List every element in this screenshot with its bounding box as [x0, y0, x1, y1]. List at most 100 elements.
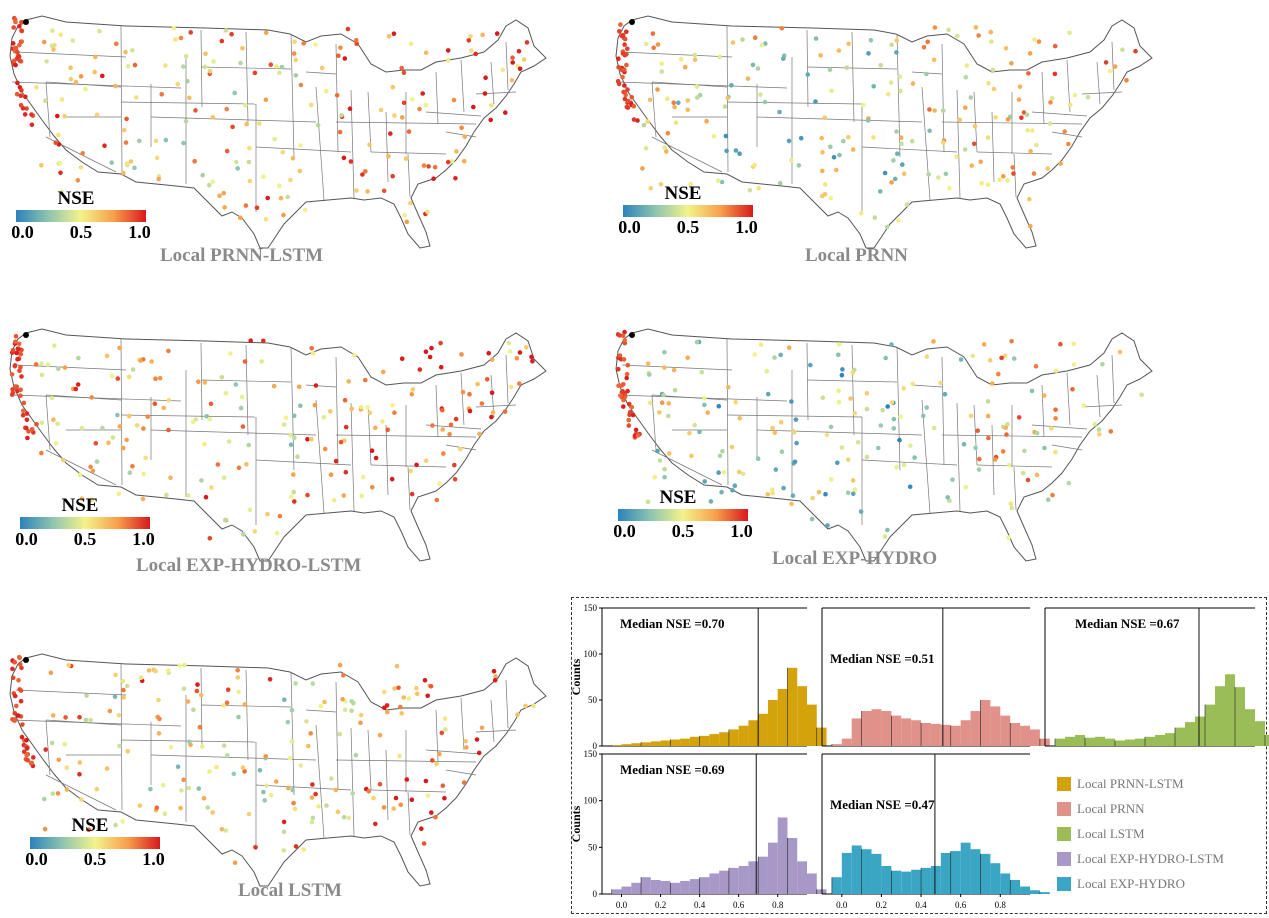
gauge-site-point — [1071, 341, 1076, 347]
gauge-site-point — [740, 37, 745, 42]
state-border — [335, 434, 477, 438]
us-map-svg — [615, 15, 1153, 249]
gauge-site-point — [473, 51, 479, 57]
gauge-site-point — [427, 354, 433, 360]
histogram-bar — [611, 889, 622, 894]
nse-tick: 0.0 — [15, 529, 38, 549]
gauge-site-point — [1033, 364, 1039, 369]
state-border — [370, 151, 447, 155]
gauge-site-point — [247, 507, 253, 513]
gauge-site-point — [381, 188, 387, 194]
state-border — [1081, 91, 1123, 95]
gauge-site-point — [124, 437, 129, 443]
histogram-local-exp-hydro-lstm: Median NSE =0.69 0 50 100 150 Counts 0.0 0.2 0.4… — [569, 748, 827, 916]
gauge-site-point — [203, 494, 209, 500]
gauge-site-point — [925, 39, 930, 45]
histogram-bar — [1225, 674, 1235, 746]
nse-colorbar: NSE 0.0 0.5 1.0 — [25, 815, 165, 871]
gauge-site-point — [333, 787, 339, 793]
gauge-site-point — [207, 536, 213, 541]
y-tick-label: 50 — [588, 695, 598, 705]
gauge-site-point — [1005, 421, 1010, 427]
gauge-site-point — [79, 797, 84, 802]
gauge-site-point — [183, 53, 189, 59]
histogram-bar — [709, 734, 720, 746]
gauge-site-point — [908, 443, 913, 448]
gauge-site-point — [346, 379, 352, 384]
gauge-site-point — [86, 827, 92, 833]
gauge-site-point — [425, 693, 431, 699]
gauge-site-point — [392, 410, 397, 415]
histogram-bar — [728, 867, 739, 894]
histogram-bar — [921, 723, 931, 746]
us-map-svg — [9, 15, 547, 249]
gauge-site-point — [429, 810, 434, 815]
gauge-site-point — [16, 346, 21, 352]
histogram-bar — [970, 711, 981, 746]
gauge-site-point — [423, 349, 429, 354]
gauge-site-point — [19, 20, 24, 25]
gauge-site-point — [1009, 61, 1014, 66]
gauge-site-point — [297, 168, 303, 174]
gauge-site-point — [909, 138, 915, 144]
gauge-site-point — [287, 755, 293, 761]
nse-tick: 0.0 — [25, 849, 48, 869]
nse-colorbar-gradient — [20, 517, 150, 529]
gauge-site-point — [120, 679, 126, 684]
gauge-site-point — [185, 78, 190, 84]
gauge-site-point — [837, 152, 842, 158]
gauge-site-point — [662, 466, 667, 472]
gauge-site-point — [629, 404, 635, 410]
gauge-site-point — [310, 351, 316, 356]
x-tick-label: 0.8 — [772, 900, 784, 910]
gauge-site-point — [459, 125, 464, 131]
gauge-site-point — [306, 743, 311, 749]
gauge-site-point — [175, 764, 181, 769]
gauge-site-point — [985, 413, 991, 419]
gauge-site-point — [34, 85, 39, 90]
histogram-bar — [680, 738, 690, 746]
state-border — [11, 394, 182, 402]
gauge-site-point — [665, 96, 670, 101]
gauge-site-point — [758, 92, 763, 97]
gauge-site-point — [289, 707, 295, 713]
gauge-site-point — [386, 33, 392, 39]
gauge-site-point — [58, 32, 63, 37]
gauge-site-point — [894, 38, 899, 43]
gauge-site-point — [897, 74, 902, 79]
gauge-site-point — [640, 166, 645, 171]
gauge-site-point — [50, 791, 55, 796]
gauge-site-point — [11, 58, 17, 64]
histogram-bar — [1020, 886, 1030, 894]
histogram-bar — [851, 845, 862, 894]
gauge-site-point — [179, 788, 184, 793]
nse-colorbar-gradient — [618, 509, 748, 521]
histogram-bar — [709, 873, 720, 894]
gauge-site-point — [63, 715, 68, 720]
gauge-site-point — [896, 218, 901, 223]
gauge-site-point — [1027, 197, 1032, 202]
gauge-site-point — [10, 666, 15, 672]
gauge-site-point — [298, 143, 303, 148]
gauge-site-point — [1005, 117, 1011, 122]
gauge-site-point — [924, 354, 930, 359]
gauge-site-point — [331, 498, 337, 503]
state-border — [120, 338, 123, 486]
gauge-site-point — [926, 172, 931, 177]
map-local-exp-hydro-lstm — [6, 325, 556, 565]
gauge-site-point — [16, 341, 22, 347]
gauge-site-point — [337, 731, 343, 737]
x-tick-label: 0.2 — [876, 900, 887, 910]
gauge-site-point — [671, 367, 677, 373]
gauge-site-point — [392, 686, 397, 691]
gauge-site-point — [181, 686, 187, 692]
gauge-site-point — [659, 69, 664, 74]
gauge-site-point — [12, 363, 18, 368]
gauge-site-point — [89, 497, 95, 503]
gauge-site-point — [1000, 449, 1006, 454]
gauge-site-point — [1007, 463, 1012, 468]
gauge-site-point — [224, 700, 230, 705]
map-title: Local PRNN-LSTM — [160, 245, 324, 266]
gauge-site-point — [354, 188, 359, 193]
gauge-site-point — [360, 474, 366, 480]
